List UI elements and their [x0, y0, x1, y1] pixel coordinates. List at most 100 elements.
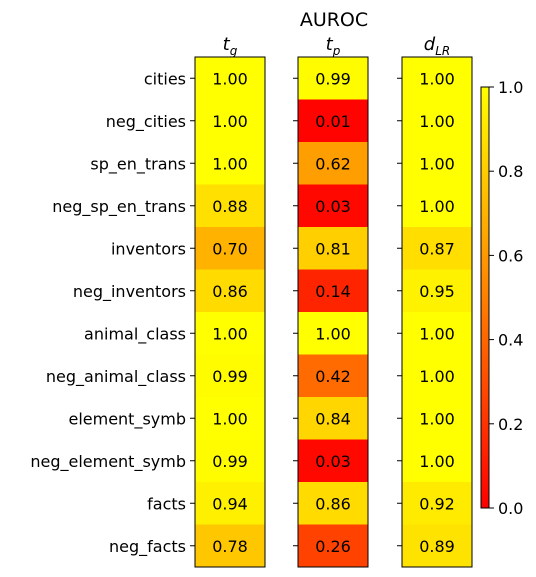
heatmap-cell [298, 524, 368, 568]
heatmap-cell [298, 184, 368, 228]
cell-value-label: 0.95 [419, 282, 455, 301]
panel-frame [401, 56, 473, 568]
heatmap-cell [298, 99, 368, 143]
row-label: neg_cities [106, 112, 186, 132]
heatmap-cell [402, 397, 472, 440]
heatmap-cell [402, 99, 472, 143]
column-title-base: t [326, 34, 334, 55]
heatmap-cell [402, 524, 472, 568]
column-title-subscript: g [230, 44, 238, 58]
heatmap-panel-0: tg 1.00 cities 1.00 neg_cities 1.00 sp_en_tran… [30, 34, 266, 568]
cell-value-label: 0.01 [315, 112, 351, 131]
heatmap-cell [298, 269, 368, 313]
heatmap-cell [402, 312, 472, 355]
heatmap-cell [195, 269, 265, 313]
row-label: cities [144, 69, 186, 88]
cell-value-label: 0.81 [315, 239, 351, 258]
cell-value-label: 1.00 [212, 112, 248, 131]
heatmap-cell [195, 524, 265, 568]
colorbar-tick-label: 0.0 [498, 499, 523, 518]
heatmap-cell [195, 227, 265, 270]
heatmap-cell [298, 482, 368, 525]
panel-frame [194, 56, 266, 568]
heatmap-cell [195, 184, 265, 228]
heatmap-cell [298, 312, 368, 355]
heatmap-cell [402, 184, 472, 228]
row-label: facts [147, 494, 186, 513]
cell-value-label: 0.88 [212, 197, 248, 216]
column-title-0: tg [223, 34, 238, 58]
cell-value-label: 0.78 [212, 537, 248, 556]
cell-value-label: 1.00 [315, 324, 351, 343]
cell-value-label: 1.00 [419, 452, 455, 471]
row-label: neg_animal_class [46, 367, 186, 387]
cell-value-label: 1.00 [212, 154, 248, 173]
colorbar-tick-label: 0.8 [498, 162, 523, 181]
heatmap-cell [195, 482, 265, 525]
heatmap-cell [402, 57, 472, 100]
cell-value-label: 0.99 [212, 452, 248, 471]
cell-value-label: 1.00 [419, 69, 455, 88]
colorbar: 0.0 0.2 0.4 0.6 0.8 1.0 [480, 78, 523, 518]
heatmap-cell [402, 354, 472, 398]
cell-value-label: 1.00 [419, 367, 455, 386]
heatmap-cell [195, 397, 265, 440]
heatmap-cell [298, 57, 368, 100]
column-title-1: tp [326, 34, 341, 58]
column-title-2: dLR [424, 34, 450, 58]
heatmap-cell [402, 227, 472, 270]
row-label: neg_inventors [73, 282, 186, 302]
row-label: neg_element_symb [30, 452, 186, 472]
row-label: neg_facts [109, 537, 186, 557]
cell-value-label: 1.00 [419, 324, 455, 343]
cell-value-label: 0.84 [315, 409, 351, 428]
cell-value-label: 0.99 [315, 69, 351, 88]
chart-title: AUROC [300, 9, 368, 31]
colorbar-tick-label: 0.6 [498, 246, 523, 265]
heatmap-cell [195, 57, 265, 100]
row-label: sp_en_trans [90, 154, 186, 174]
heatmap-cell [298, 142, 368, 185]
heatmap-cell [402, 269, 472, 313]
cell-value-label: 0.89 [419, 537, 455, 556]
row-label: animal_class [84, 324, 186, 344]
cell-value-label: 0.94 [212, 494, 248, 513]
cell-value-label: 0.86 [315, 494, 351, 513]
cell-value-label: 0.99 [212, 367, 248, 386]
heatmap-cell [402, 142, 472, 185]
cell-value-label: 0.03 [315, 197, 351, 216]
cell-value-label: 0.14 [315, 282, 351, 301]
cell-value-label: 0.42 [315, 367, 351, 386]
heatmap-panel-2: dLR 1.00 1.00 1.00 1.00 0.87 0.95 1.00 1.00 1.00 1… [397, 34, 473, 568]
heatmap-cell [195, 142, 265, 185]
cell-value-label: 0.92 [419, 494, 455, 513]
row-label: neg_sp_en_trans [52, 197, 186, 217]
cell-value-label: 0.87 [419, 239, 455, 258]
heatmap-cell [195, 312, 265, 355]
heatmap-cell [195, 99, 265, 143]
heatmap-cell [195, 439, 265, 483]
colorbar-tick-label: 0.2 [498, 415, 523, 434]
row-label: element_symb [68, 409, 186, 429]
heatmap-cell [298, 397, 368, 440]
cell-value-label: 0.03 [315, 452, 351, 471]
colorbar-tick-label: 1.0 [498, 78, 523, 97]
cell-value-label: 0.62 [315, 154, 351, 173]
cell-value-label: 1.00 [212, 69, 248, 88]
heatmap-cell [195, 354, 265, 398]
heatmap-cell [298, 439, 368, 483]
column-title-base: d [424, 34, 436, 55]
row-label: inventors [111, 239, 186, 258]
panel-frame [297, 56, 369, 568]
column-title-base: t [223, 34, 231, 55]
cell-value-label: 1.00 [419, 197, 455, 216]
cell-value-label: 0.70 [212, 239, 248, 258]
heatmap-cell [298, 354, 368, 398]
colorbar-tick-label: 0.4 [498, 331, 523, 350]
cell-value-label: 0.86 [212, 282, 248, 301]
column-title-subscript: LR [435, 44, 450, 58]
heatmap-cell [402, 482, 472, 525]
heatmap-cell [402, 439, 472, 483]
cell-value-label: 0.26 [315, 537, 351, 556]
